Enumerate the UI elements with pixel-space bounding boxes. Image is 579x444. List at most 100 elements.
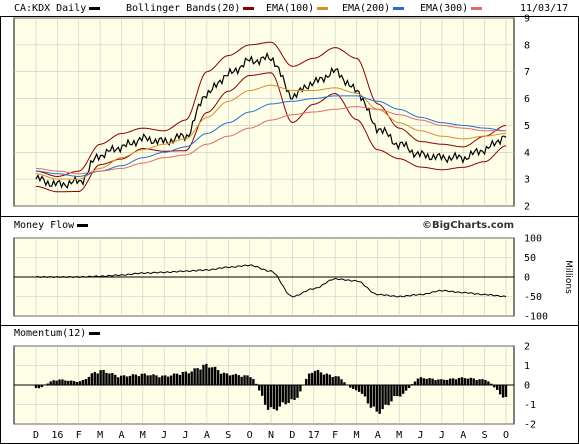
x-tick-label: J xyxy=(418,430,424,441)
x-tick-label: A xyxy=(118,430,124,441)
momentum-bar xyxy=(310,372,314,385)
momentum-bar xyxy=(169,375,173,385)
date-label: 11/03/17 xyxy=(520,3,569,14)
momentum-bar xyxy=(46,383,49,385)
x-tick-label: O xyxy=(503,430,509,441)
momentum-bar xyxy=(305,378,308,385)
momentum-bar xyxy=(448,378,452,385)
momentum-bar xyxy=(378,385,381,414)
ema200-swatch xyxy=(393,6,405,10)
momentum-bar xyxy=(437,379,440,385)
momentum-bar xyxy=(475,380,478,385)
momentum-bar xyxy=(72,381,76,385)
x-tick-label: F xyxy=(332,430,338,441)
momentum-bar xyxy=(222,372,226,385)
momentum-bar xyxy=(40,385,44,388)
momentum-bar xyxy=(158,377,161,385)
momentum-bar xyxy=(404,385,408,391)
momentum-bar xyxy=(340,379,343,385)
momentum-bar xyxy=(501,385,505,398)
y-ticks-layer: 2 3 4 5 6 7 8 9 100 50 0 -50 -100 2 1 0 -1 -2 Millions xyxy=(524,14,573,431)
momentum-bar xyxy=(407,385,411,388)
legend-bollinger: Bollinger Bands(20) xyxy=(126,3,255,14)
x-tick-label: A xyxy=(204,430,210,441)
momentum-bar xyxy=(58,379,61,385)
momentum-bar xyxy=(354,385,358,391)
momentum-bar xyxy=(108,373,111,385)
momentum-bar xyxy=(64,380,67,385)
x-tick-label: J xyxy=(439,430,445,441)
series-ema-200- xyxy=(36,95,507,178)
bollinger-swatch xyxy=(243,6,255,10)
momentum-bar xyxy=(114,374,117,385)
momentum-bar xyxy=(281,385,284,403)
momentum-bar xyxy=(84,379,88,385)
x-tick-label: 17 xyxy=(308,430,320,441)
momentum-bar xyxy=(140,373,143,385)
y-tick-label: 0 xyxy=(524,381,530,392)
momentum-bar xyxy=(366,385,370,404)
y-tick-label: -1 xyxy=(524,400,536,411)
series-bollinger-bands-20- xyxy=(35,41,507,178)
momentum-bar xyxy=(146,375,149,385)
momentum-bar xyxy=(290,385,293,400)
price-swatch xyxy=(89,6,101,10)
momentum-bar xyxy=(484,379,487,385)
momentum-bar xyxy=(360,385,364,394)
money-flow-ylabel: Millions xyxy=(563,260,573,294)
momentum-bar xyxy=(117,377,120,385)
ema300-swatch xyxy=(471,6,483,10)
momentum-bar xyxy=(416,378,420,385)
momentum-bar xyxy=(75,382,79,385)
momentum-bar xyxy=(263,385,267,405)
momentum-bar xyxy=(196,368,199,385)
y-tick-label: 1 xyxy=(524,361,530,372)
momentum-bar xyxy=(299,385,302,392)
momentum-bar xyxy=(252,378,255,385)
momentum-bar xyxy=(401,385,405,394)
momentum-bar xyxy=(296,385,299,398)
momentum-bar xyxy=(493,385,496,388)
x-tick-label: O xyxy=(247,430,253,441)
header-legend: CA:KDX Daily Bollinger Bands(20) EMA(100… xyxy=(0,0,579,16)
momentum-bar xyxy=(498,385,502,395)
momentum-bar xyxy=(102,369,105,385)
series-ema-100- xyxy=(35,84,506,180)
momentum-bar xyxy=(443,379,446,385)
y-tick-label: 6 xyxy=(524,94,530,105)
momentum-bar xyxy=(266,385,270,410)
momentum-bar xyxy=(446,379,449,385)
momentum-bar xyxy=(384,385,387,405)
momentum-bar xyxy=(313,370,317,385)
legend-ema300: EMA(300) xyxy=(420,3,483,14)
momentum-bar xyxy=(419,377,423,385)
momentum-bar xyxy=(37,385,41,389)
momentum-bar xyxy=(440,379,443,385)
momentum-bar xyxy=(481,379,484,385)
momentum-label: Momentum(12) xyxy=(14,328,101,339)
y-tick-label: 8 xyxy=(524,40,530,51)
momentum-bar xyxy=(99,370,102,385)
x-tick-label: J xyxy=(161,430,167,441)
momentum-bar xyxy=(495,385,499,390)
momentum-bar xyxy=(287,385,290,403)
x-tick-label: M xyxy=(140,430,146,441)
momentum-bar xyxy=(331,377,334,385)
momentum-bar xyxy=(387,385,390,406)
momentum-bar xyxy=(131,374,135,385)
momentum-bar xyxy=(184,371,188,385)
x-tick-label: S xyxy=(225,430,231,441)
y-tick-label: 7 xyxy=(524,67,530,78)
momentum-bar xyxy=(161,375,164,385)
x-tick-label: M xyxy=(97,430,103,441)
momentum-bar xyxy=(143,373,146,385)
x-tick-label: D xyxy=(33,430,39,441)
momentum-bar xyxy=(275,385,279,411)
momentum-bar xyxy=(322,374,326,385)
momentum-bar xyxy=(413,381,417,385)
symbol-label: CA:KDX Daily xyxy=(14,3,101,14)
money-flow-line xyxy=(35,264,507,298)
momentum-bar xyxy=(434,380,437,385)
momentum-bar xyxy=(216,370,220,385)
momentum-bar xyxy=(134,374,138,385)
